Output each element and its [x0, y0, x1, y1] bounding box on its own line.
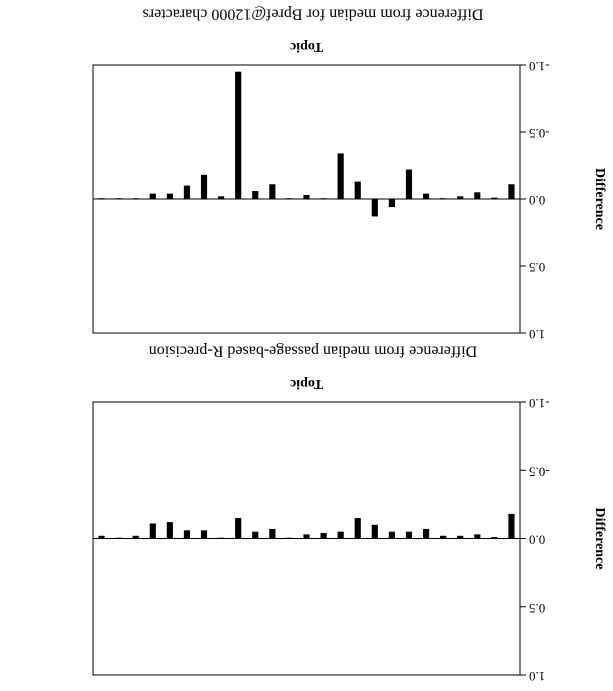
y-tick-label: -0.5	[529, 464, 550, 479]
bar	[132, 198, 139, 199]
bar	[354, 518, 361, 539]
bar	[200, 174, 208, 199]
bar	[166, 522, 173, 539]
bar	[508, 184, 515, 199]
bar	[320, 198, 327, 199]
bar	[474, 534, 481, 539]
bar	[269, 528, 276, 539]
bar	[149, 523, 156, 539]
bar	[440, 535, 447, 539]
bar	[132, 535, 139, 539]
y-tick-label: -0.5	[529, 126, 550, 141]
bar	[252, 531, 259, 539]
bar	[337, 531, 344, 539]
bar	[286, 537, 293, 539]
bar	[218, 196, 225, 199]
chart-title: Difference from median passage-based R-p…	[149, 342, 477, 359]
y-tick-label: 0.0	[529, 193, 545, 208]
bar	[371, 524, 378, 539]
bar	[269, 184, 276, 199]
bar	[388, 531, 395, 539]
y-tick-label: -1.0	[529, 59, 550, 74]
bar	[457, 535, 464, 539]
bar	[218, 537, 225, 539]
bar	[457, 196, 464, 199]
bar	[422, 528, 430, 539]
bar	[166, 193, 173, 199]
bar	[200, 530, 208, 539]
bar	[422, 193, 430, 199]
y-tick-label: 1.0	[529, 327, 545, 342]
y-tick-label: -1.0	[529, 396, 550, 411]
bar	[474, 192, 481, 199]
y-tick-label: 0.0	[529, 533, 545, 548]
bar	[303, 534, 310, 539]
bar	[286, 198, 293, 199]
chart-title: Difference from median for Bpref@12000 c…	[143, 5, 484, 22]
bar	[388, 199, 395, 208]
bar	[371, 199, 378, 217]
bar	[183, 530, 191, 539]
bar	[405, 531, 413, 539]
bar	[252, 190, 259, 199]
bar	[320, 533, 327, 539]
bar	[98, 198, 105, 199]
bar	[354, 181, 361, 199]
bar	[235, 71, 242, 199]
bar	[491, 537, 498, 539]
y-tick-label: 0.5	[529, 260, 545, 275]
bar	[235, 518, 242, 539]
bar	[149, 193, 156, 199]
x-axis-label: Topic	[290, 376, 323, 391]
bar	[508, 513, 515, 539]
x-axis-label: Topic	[290, 39, 323, 54]
bar	[337, 153, 344, 199]
bar	[115, 198, 122, 199]
bar	[440, 198, 447, 199]
bar	[115, 537, 122, 539]
bar	[183, 185, 191, 199]
y-tick-label: 0.5	[529, 601, 545, 616]
bar	[303, 194, 310, 199]
y-axis-label: Difference	[592, 508, 607, 570]
bar	[405, 169, 413, 199]
bar	[98, 535, 105, 539]
bar	[491, 197, 498, 199]
y-tick-label: 1.0	[529, 669, 545, 684]
y-axis-label: Difference	[592, 168, 607, 230]
